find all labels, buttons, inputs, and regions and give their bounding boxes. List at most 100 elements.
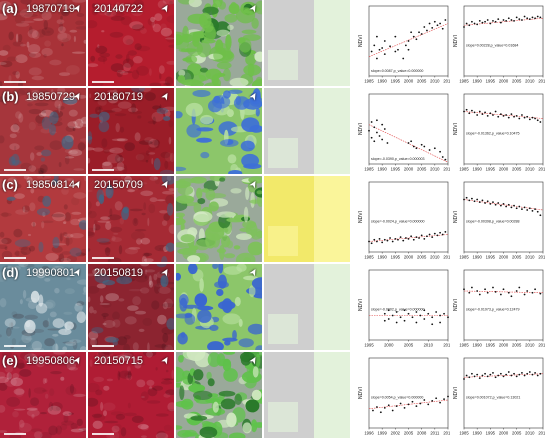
image-tile-class: ➤ xyxy=(176,88,262,174)
data-point xyxy=(471,109,473,112)
data-point xyxy=(411,316,414,319)
data-point xyxy=(515,207,518,210)
data-point xyxy=(521,208,523,211)
data-point xyxy=(427,403,430,406)
x-tick-label: 1996 xyxy=(364,431,374,436)
x-tick-label: 1990 xyxy=(378,79,388,84)
ndvi-chart-b-left: NDVI 1985 199019952000200520102015 slope=-0… xyxy=(358,93,450,172)
x-tick-label: 2010 xyxy=(430,255,440,260)
plot-frame xyxy=(463,93,544,165)
y-axis-label: NDVI xyxy=(358,211,364,223)
data-point xyxy=(423,399,426,401)
data-point xyxy=(411,400,414,403)
image-date-early: 19990801 xyxy=(26,267,75,279)
data-point xyxy=(418,237,420,239)
data-point xyxy=(431,26,434,29)
data-point xyxy=(536,119,539,122)
x-tick-label: 1995 xyxy=(486,167,496,172)
data-point xyxy=(465,22,468,25)
data-point xyxy=(476,290,479,292)
data-point xyxy=(539,214,542,217)
x-tick-label: 2015 xyxy=(538,343,545,348)
image-date-late: 20150819 xyxy=(94,267,143,279)
x-tick-label: 2005 xyxy=(404,343,414,348)
data-point xyxy=(494,110,497,113)
data-point xyxy=(507,116,510,119)
data-point xyxy=(534,288,536,291)
data-point xyxy=(476,114,479,116)
row-label: (e) xyxy=(2,353,18,368)
data-point xyxy=(471,372,473,375)
data-point xyxy=(412,35,415,38)
image-date-early: 19850814 xyxy=(26,179,75,191)
slope-annotation: slope=0.001072,p_value=0.13021 xyxy=(466,396,520,400)
data-point xyxy=(486,200,489,203)
slope-annotation: slope=0.00228,p_value=0.01684 xyxy=(466,44,518,48)
x-tick-label: 2000 xyxy=(499,431,509,436)
scale-bar xyxy=(92,81,114,83)
data-point xyxy=(423,26,426,28)
data-point xyxy=(473,200,476,203)
x-tick-label: 2002 xyxy=(391,431,401,436)
x-tick-label: 1995 xyxy=(391,167,401,172)
data-point xyxy=(383,319,386,322)
data-point xyxy=(510,295,513,298)
scale-bar xyxy=(92,433,114,435)
trend-line xyxy=(463,111,544,119)
ndvi-chart-a-left: NDVI 1985 199019952000200520102015 slope=0.… xyxy=(358,5,450,84)
data-point xyxy=(397,238,399,241)
data-point xyxy=(423,309,426,312)
x-tick-label: 1990 xyxy=(473,343,483,348)
data-point xyxy=(499,372,502,375)
data-point xyxy=(484,288,486,291)
ndvi-chart-d-right: NDVI 1985 199019952000200520102015 slope=-0… xyxy=(453,269,545,348)
data-point xyxy=(378,237,381,240)
data-point xyxy=(513,19,515,22)
data-point xyxy=(376,131,378,134)
data-point xyxy=(420,234,423,237)
data-point xyxy=(463,198,465,201)
x-tick-label: 2010 xyxy=(525,431,535,436)
data-point xyxy=(426,235,428,238)
x-tick-label: 2000 xyxy=(404,255,414,260)
x-tick-label: 1990 xyxy=(473,79,483,84)
x-tick-label: 2000 xyxy=(499,255,509,260)
x-tick-label: 1999 xyxy=(378,431,388,436)
image-date-late: 20150715 xyxy=(94,355,143,367)
data-point xyxy=(426,29,428,32)
data-point xyxy=(407,312,410,315)
data-point xyxy=(441,233,444,236)
data-point xyxy=(515,375,518,378)
data-point xyxy=(376,57,378,60)
ndvi-chart-d-left: NDVI 1995 2000 2005 2010 2015 slope=-0.0002,p_… xyxy=(358,269,450,348)
data-point xyxy=(499,113,502,116)
image-tile-late: 20140722 ➤ xyxy=(88,0,174,86)
data-point xyxy=(492,201,494,204)
data-point xyxy=(439,231,441,234)
data-point xyxy=(387,309,390,312)
y-axis-label: NDVI xyxy=(453,35,459,47)
image-tile-class: ➤ xyxy=(176,352,262,438)
data-point xyxy=(381,123,384,126)
plot-frame xyxy=(368,181,449,253)
data-point xyxy=(383,312,386,315)
data-point xyxy=(402,57,405,60)
data-point xyxy=(505,373,508,376)
data-point xyxy=(536,210,539,213)
data-point xyxy=(471,286,473,289)
data-point xyxy=(497,202,500,204)
data-point xyxy=(499,204,502,207)
data-point xyxy=(481,374,484,377)
data-point xyxy=(494,203,497,206)
data-point xyxy=(404,44,407,47)
data-point xyxy=(387,318,390,320)
data-point xyxy=(402,239,405,242)
x-tick-label: 1985 xyxy=(459,343,469,348)
data-point xyxy=(536,15,539,18)
data-point xyxy=(502,375,505,378)
data-point xyxy=(395,311,398,313)
data-point xyxy=(394,237,397,240)
data-point xyxy=(476,23,479,26)
x-tick-label: 2005 xyxy=(512,431,522,436)
data-point xyxy=(528,371,531,373)
